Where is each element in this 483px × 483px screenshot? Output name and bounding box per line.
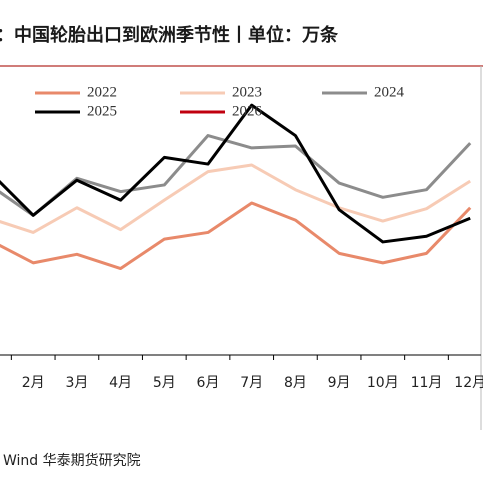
- source: Wind 华泰期货研究院: [3, 452, 141, 469]
- legend-label: 2023: [232, 84, 262, 100]
- x-tick-label: 5月: [153, 375, 176, 391]
- series-line: [0, 163, 471, 234]
- x-tick-label: 9月: [328, 375, 351, 391]
- legend-label: 2026: [232, 103, 263, 119]
- x-tick-label: 6月: [197, 375, 220, 391]
- legend-label: 2022: [87, 84, 117, 100]
- x-tick-label: 7月: [240, 375, 263, 391]
- x-tick-label: 12月: [454, 375, 483, 391]
- x-tick-label: 1月: [0, 375, 1, 391]
- x-tick-label: 8月: [284, 375, 307, 391]
- chart-title: ：中国轮胎出口到欧洲季节性丨单位：万条: [0, 24, 339, 46]
- series-line: [0, 134, 472, 217]
- x-tick-label: 11月: [411, 375, 443, 391]
- legend-label: 2024: [374, 84, 405, 100]
- x-tick-label: 4月: [109, 375, 132, 391]
- x-tick-label: 2月: [22, 375, 45, 391]
- legend-label: 2025: [87, 103, 117, 119]
- x-tick-label: 3月: [65, 375, 88, 391]
- series-line: [0, 103, 471, 244]
- x-tick-label: 10月: [367, 375, 399, 391]
- series-line: [0, 201, 472, 271]
